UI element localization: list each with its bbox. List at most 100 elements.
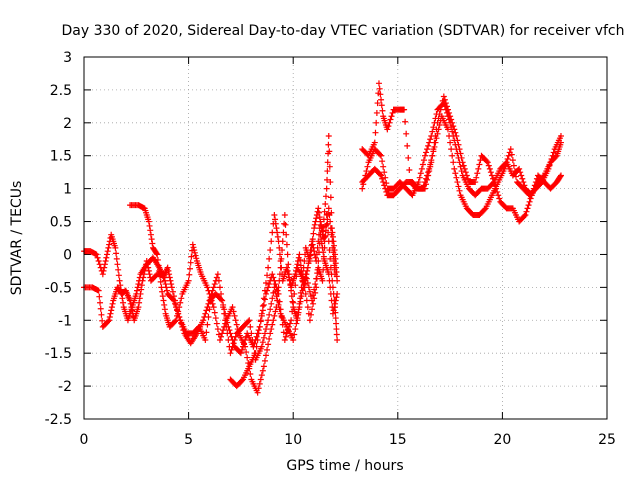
axis-ticks [83, 56, 608, 420]
data-point [292, 271, 299, 278]
x-tick-label: 20 [493, 432, 511, 448]
data-point [314, 244, 321, 251]
data-point [138, 286, 145, 293]
data-point [277, 258, 284, 265]
data-point [253, 343, 260, 350]
data-point [521, 213, 528, 220]
data-point [446, 116, 453, 123]
data-point [249, 337, 256, 344]
data-point [99, 317, 106, 324]
data-point [281, 337, 288, 344]
data-point [128, 304, 135, 311]
data-point [273, 304, 280, 311]
data-point [455, 154, 462, 161]
data-point [267, 330, 274, 337]
data-point [209, 300, 216, 307]
data-point [364, 163, 371, 170]
data-point [135, 304, 142, 311]
data-point [378, 96, 385, 103]
data-point [309, 241, 316, 248]
data-point [386, 119, 393, 126]
data-point [257, 317, 264, 324]
data-point [318, 221, 325, 228]
data-point [378, 172, 385, 179]
data-point [161, 301, 168, 308]
data-point [423, 175, 430, 182]
y-tick-label: 3 [63, 50, 72, 66]
data-point [160, 271, 167, 278]
data-point [265, 317, 272, 324]
data-point [331, 297, 338, 304]
data-point [374, 100, 381, 107]
data-point [187, 259, 194, 266]
data-point [108, 307, 115, 314]
data-point [99, 271, 106, 278]
data-point [383, 188, 390, 195]
data-point [425, 172, 432, 179]
data-point [461, 165, 468, 172]
data-point [320, 266, 327, 273]
data-point [276, 251, 283, 258]
data-point [115, 272, 122, 279]
data-point [139, 277, 146, 284]
data-point [377, 151, 384, 158]
data-point [114, 261, 121, 268]
data-point [380, 163, 387, 170]
data-point [270, 274, 277, 281]
data-point [97, 305, 104, 312]
data-point [315, 205, 322, 212]
data-point [379, 158, 386, 165]
data-point [309, 238, 316, 245]
data-point [489, 180, 496, 187]
data-point [136, 295, 143, 302]
data-point [254, 337, 261, 344]
data-point [138, 282, 145, 289]
data-point [540, 173, 547, 180]
data-point [169, 288, 176, 295]
data-point [288, 293, 295, 300]
data-point [449, 152, 456, 159]
data-point [261, 330, 268, 337]
data-point [286, 274, 293, 281]
data-point [324, 176, 331, 183]
y-tick-label: -0.5 [45, 280, 72, 296]
data-point [557, 173, 564, 180]
data-point [373, 109, 380, 116]
data-point [426, 168, 433, 175]
data-point [211, 281, 218, 288]
data-point [449, 128, 456, 135]
data-point [260, 363, 267, 370]
data-point [505, 152, 512, 159]
data-point [215, 277, 222, 284]
data-point [284, 267, 291, 274]
data-point [456, 159, 463, 166]
data-point [135, 281, 142, 288]
data-point [269, 271, 276, 278]
data-point [133, 287, 140, 294]
data-point [321, 244, 328, 251]
y-tick-label: 1.5 [50, 149, 72, 165]
data-point [210, 304, 217, 311]
data-point [323, 185, 330, 192]
data-point [169, 296, 176, 303]
data-point [291, 331, 298, 338]
data-point [327, 264, 334, 271]
data-point [140, 274, 147, 281]
data-point [290, 337, 297, 344]
data-point [448, 146, 455, 153]
data-point [269, 295, 276, 302]
data-point [421, 152, 428, 159]
data-point [360, 181, 367, 188]
data-point [98, 311, 105, 318]
data-point [445, 126, 452, 133]
data-point [324, 159, 331, 166]
data-point [428, 159, 435, 166]
data-point [105, 318, 112, 325]
data-point [451, 137, 458, 144]
data-point [274, 229, 281, 236]
data-point [312, 254, 319, 261]
data-point [202, 337, 209, 344]
data-point [212, 315, 219, 322]
data-point [254, 389, 261, 396]
data-point [204, 284, 211, 291]
